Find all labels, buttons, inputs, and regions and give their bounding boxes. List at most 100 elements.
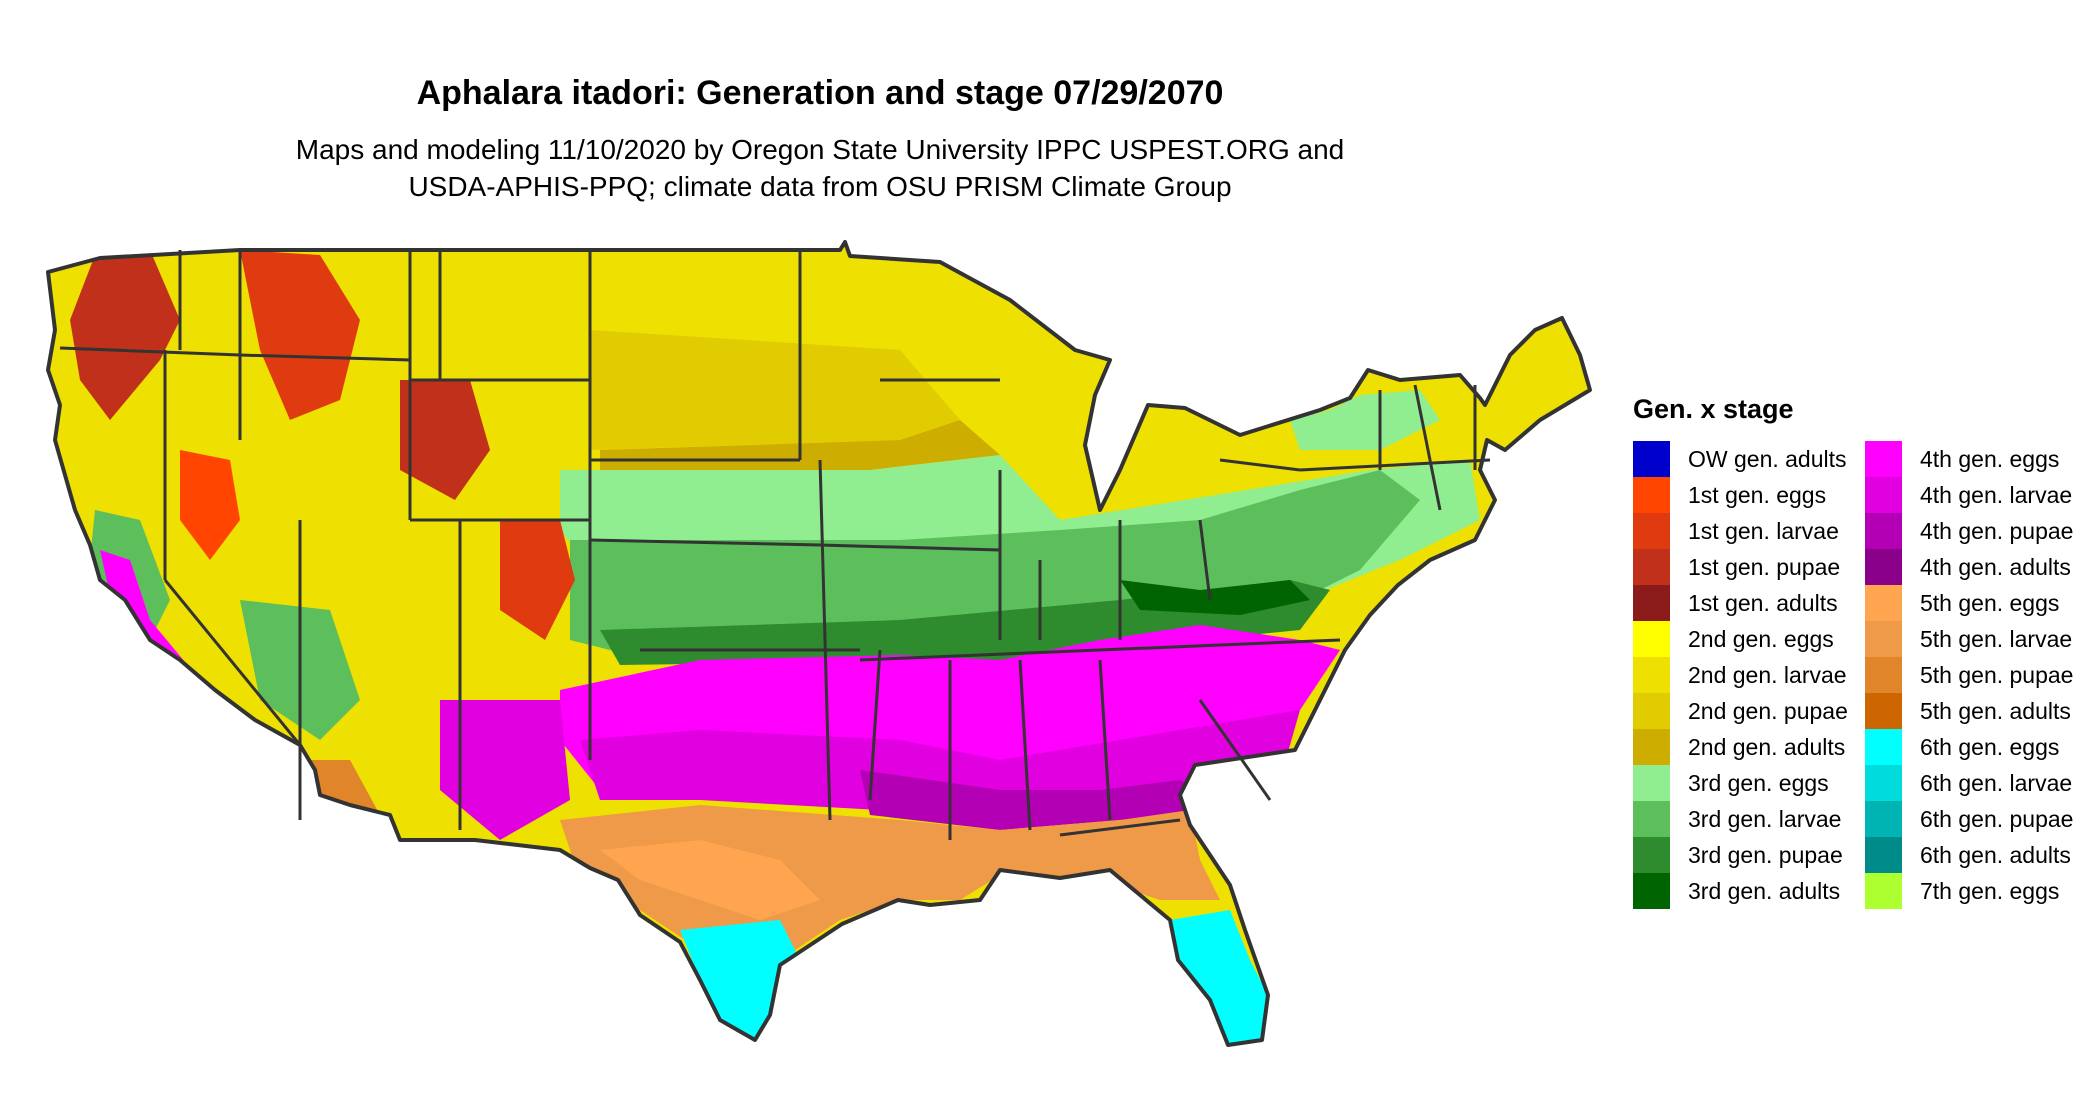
legend-swatch bbox=[1865, 441, 1902, 477]
legend-item: 6th gen. larvae bbox=[1865, 765, 2085, 801]
legend-item: 2nd gen. adults bbox=[1633, 729, 1853, 765]
legend-item: 4th gen. eggs bbox=[1865, 441, 2085, 477]
legend-item: 3rd gen. adults bbox=[1633, 873, 1853, 909]
legend-label: 6th gen. larvae bbox=[1920, 769, 2073, 796]
legend-item: 2nd gen. eggs bbox=[1633, 621, 1853, 657]
zone-2nd-gen-pupae bbox=[590, 330, 960, 450]
legend-label: 4th gen. eggs bbox=[1920, 445, 2060, 472]
legend-item: 4th gen. larvae bbox=[1865, 477, 2085, 513]
legend-swatch bbox=[1633, 513, 1670, 549]
legend-swatch bbox=[1865, 765, 1902, 801]
legend-item: 4th gen. pupae bbox=[1865, 513, 2085, 549]
legend-swatch bbox=[1865, 693, 1902, 729]
legend-swatch bbox=[1633, 693, 1670, 729]
legend-item: 3rd gen. larvae bbox=[1633, 801, 1853, 837]
legend-swatch bbox=[1633, 549, 1670, 585]
legend-label: 1st gen. larvae bbox=[1688, 517, 1839, 544]
legend-label: 5th gen. adults bbox=[1920, 697, 2071, 724]
legend-item: 6th gen. eggs bbox=[1865, 729, 2085, 765]
legend-label: 3rd gen. eggs bbox=[1688, 769, 1829, 796]
legend-swatch bbox=[1865, 477, 1902, 513]
legend-swatch bbox=[1633, 585, 1670, 621]
state-border bbox=[818, 459, 832, 821]
legend-label: 4th gen. larvae bbox=[1920, 481, 2073, 508]
legend-item: 3rd gen. pupae bbox=[1633, 837, 1853, 873]
legend-item: 1st gen. adults bbox=[1633, 585, 1853, 621]
legend-swatch bbox=[1865, 801, 1902, 837]
legend-title: Gen. x stage bbox=[1633, 394, 1794, 424]
legend-label: 3rd gen. larvae bbox=[1688, 805, 1842, 832]
legend-swatch bbox=[1633, 621, 1670, 657]
state-border bbox=[1299, 458, 1491, 472]
legend-swatch bbox=[1865, 657, 1902, 693]
state-border bbox=[1059, 818, 1181, 837]
legend-item: 6th gen. adults bbox=[1865, 837, 2085, 873]
legend-swatch bbox=[1633, 837, 1670, 873]
zone-5th-gen-eggs bbox=[600, 840, 820, 920]
legend-label: 5th gen. larvae bbox=[1920, 625, 2073, 652]
legend-swatch bbox=[1633, 873, 1670, 909]
legend-item: 5th gen. larvae bbox=[1865, 621, 2085, 657]
legend-column-left: OW gen. adults 1st gen. eggs 1st gen. larv… bbox=[1633, 441, 1853, 909]
zone-1st-gen-larvae-colorado bbox=[500, 520, 575, 640]
legend-label: 4th gen. adults bbox=[1920, 553, 2071, 580]
zone-1st-gen-larvae-idaho bbox=[240, 250, 360, 420]
zone-1st-gen-pupae-wyoming bbox=[400, 380, 490, 500]
legend-label: 1st gen. eggs bbox=[1688, 481, 1827, 508]
legend-label: 6th gen. pupae bbox=[1920, 805, 2074, 832]
legend-item: OW gen. adults bbox=[1633, 441, 1853, 477]
legend-label: 6th gen. adults bbox=[1920, 841, 2071, 868]
legend-item: 5th gen. pupae bbox=[1865, 657, 2085, 693]
legend-swatch bbox=[1865, 729, 1902, 765]
legend-item: 6th gen. pupae bbox=[1865, 801, 2085, 837]
state-border bbox=[589, 538, 821, 547]
state-border bbox=[1219, 458, 1301, 472]
legend-label: 5th gen. eggs bbox=[1920, 589, 2060, 616]
legend-swatch bbox=[1865, 513, 1902, 549]
legend-item: 1st gen. pupae bbox=[1633, 549, 1853, 585]
state-border bbox=[1018, 659, 1032, 831]
zone-4th-gen-larvae-newmexico bbox=[440, 700, 570, 840]
zone-6th-gen-eggs-florida bbox=[1170, 910, 1268, 1045]
legend-label: 5th gen. pupae bbox=[1920, 661, 2074, 688]
state-border bbox=[1098, 659, 1112, 821]
legend-item: 2nd gen. pupae bbox=[1633, 693, 1853, 729]
state-border bbox=[239, 353, 411, 362]
legend-swatch bbox=[1865, 585, 1902, 621]
state-border bbox=[868, 649, 882, 801]
legend-label: 7th gen. eggs bbox=[1920, 877, 2060, 904]
legend-label: 2nd gen. adults bbox=[1688, 733, 1846, 760]
legend-item: 1st gen. larvae bbox=[1633, 513, 1853, 549]
zone-3rd-gen-larvae bbox=[570, 470, 1420, 660]
legend-item: 5th gen. adults bbox=[1865, 693, 2085, 729]
legend-label: 6th gen. eggs bbox=[1920, 733, 2060, 760]
legend-swatch bbox=[1865, 621, 1902, 657]
state-border bbox=[819, 543, 1001, 552]
legend-swatch bbox=[1865, 549, 1902, 585]
legend-swatch bbox=[1633, 765, 1670, 801]
legend-item: 4th gen. adults bbox=[1865, 549, 2085, 585]
legend-swatch bbox=[1633, 657, 1670, 693]
legend-label: 2nd gen. larvae bbox=[1688, 661, 1847, 688]
legend-item: 1st gen. eggs bbox=[1633, 477, 1853, 513]
legend-swatch bbox=[1633, 441, 1670, 477]
legend-swatch bbox=[1865, 873, 1902, 909]
state-border bbox=[1198, 699, 1272, 801]
legend-item: 2nd gen. larvae bbox=[1633, 657, 1853, 693]
legend-column-right: 4th gen. eggs 4th gen. larvae 4th gen. pup… bbox=[1865, 441, 2085, 909]
legend-label: OW gen. adults bbox=[1688, 445, 1847, 472]
legend-item: 3rd gen. eggs bbox=[1633, 765, 1853, 801]
state-border bbox=[59, 346, 241, 357]
state-border bbox=[1198, 519, 1212, 601]
legend-label: 4th gen. pupae bbox=[1920, 517, 2074, 544]
map-subtitle-line-2: USDA-APHIS-PPQ; climate data from OSU PR… bbox=[408, 171, 1232, 202]
zone-3rd-gen-adults bbox=[1120, 580, 1310, 615]
zone-3rd-gen-eggs-northeast bbox=[1290, 390, 1440, 450]
legend-swatch bbox=[1633, 729, 1670, 765]
state-border bbox=[163, 579, 302, 746]
legend-label: 2nd gen. pupae bbox=[1688, 697, 1848, 724]
legend-label: 1st gen. adults bbox=[1688, 589, 1838, 616]
zone-1st-gen-pupae-cascades bbox=[70, 250, 180, 420]
